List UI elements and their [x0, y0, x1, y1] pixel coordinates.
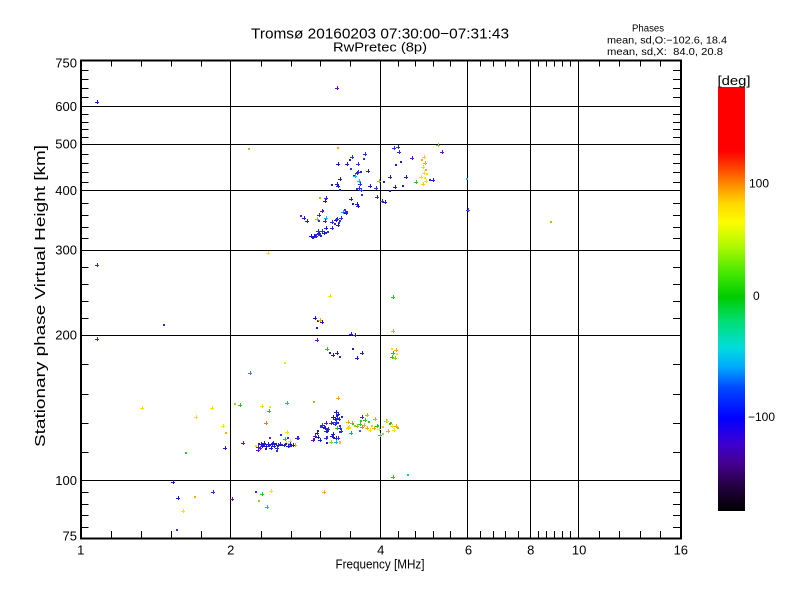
svg-text:6: 6 [465, 543, 472, 558]
svg-text:300: 300 [55, 243, 77, 258]
svg-text:Stationary phase Virtual Heigh: Stationary phase Virtual Height [km] [32, 145, 49, 447]
svg-text:8: 8 [527, 543, 534, 558]
svg-text:mean, sd,X: 84.0, 20.8: mean, sd,X: 84.0, 20.8 [607, 47, 723, 58]
svg-text:mean, sd,O:−102.6, 18.4: mean, sd,O:−102.6, 18.4 [607, 36, 727, 47]
svg-text:−100: −100 [748, 410, 775, 424]
svg-text:500: 500 [55, 137, 77, 152]
svg-text:600: 600 [55, 99, 77, 114]
svg-text:750: 750 [55, 56, 77, 71]
svg-text:RwPretec (8p): RwPretec (8p) [333, 40, 427, 55]
svg-text:200: 200 [55, 328, 77, 343]
svg-text:Phases: Phases [632, 23, 664, 34]
svg-text:0: 0 [753, 289, 760, 303]
svg-text:4: 4 [377, 543, 384, 558]
svg-text:2: 2 [227, 543, 234, 558]
svg-text:10: 10 [572, 543, 586, 558]
svg-text:100: 100 [55, 473, 77, 488]
svg-text:400: 400 [55, 183, 77, 198]
svg-text:Tromsø 20160203 07:30:00−07:31: Tromsø 20160203 07:30:00−07:31:43 [251, 26, 509, 43]
svg-text:1: 1 [77, 543, 84, 558]
svg-text:75: 75 [63, 529, 77, 544]
svg-text:16: 16 [674, 543, 688, 558]
svg-text:100: 100 [749, 177, 769, 191]
svg-text:Frequency [MHz]: Frequency [MHz] [336, 556, 425, 571]
svg-text:[deg]: [deg] [718, 73, 751, 88]
